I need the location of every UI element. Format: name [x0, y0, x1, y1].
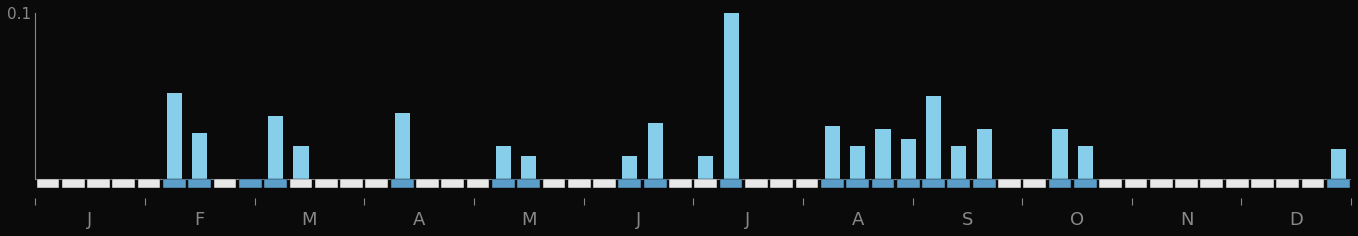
Text: J: J	[636, 211, 641, 229]
Bar	[289, 179, 312, 188]
Bar	[850, 146, 865, 179]
Bar	[1124, 179, 1148, 188]
Text: N: N	[1180, 211, 1194, 229]
Bar	[395, 113, 410, 179]
Bar	[824, 126, 839, 179]
Bar	[720, 179, 743, 188]
Bar	[1175, 179, 1198, 188]
Bar	[191, 133, 208, 179]
Bar	[846, 179, 869, 188]
Bar	[113, 179, 136, 188]
Bar	[268, 116, 284, 179]
Text: M: M	[521, 211, 536, 229]
Bar	[213, 179, 236, 188]
Bar	[622, 156, 637, 179]
Bar	[770, 179, 793, 188]
Bar	[1331, 149, 1346, 179]
Bar	[37, 179, 60, 188]
Bar	[365, 179, 388, 188]
Bar	[669, 179, 691, 188]
Bar	[746, 179, 767, 188]
Bar	[1277, 179, 1300, 188]
Text: J: J	[87, 211, 92, 229]
Bar	[568, 179, 591, 188]
Text: M: M	[301, 211, 318, 229]
Bar	[62, 179, 84, 188]
Bar	[618, 179, 641, 188]
Bar	[876, 129, 891, 179]
Text: A: A	[851, 211, 864, 229]
Bar	[1226, 179, 1248, 188]
Text: O: O	[1070, 211, 1084, 229]
Bar	[391, 179, 414, 188]
Bar	[922, 179, 945, 188]
Bar	[293, 146, 308, 179]
Bar	[1150, 179, 1173, 188]
Bar	[926, 96, 941, 179]
Text: A: A	[413, 211, 425, 229]
Bar	[521, 156, 536, 179]
Bar	[698, 156, 713, 179]
Bar	[1024, 179, 1046, 188]
Bar	[1327, 179, 1350, 188]
Bar	[976, 129, 991, 179]
Bar	[694, 179, 717, 188]
Bar	[644, 179, 667, 188]
Bar	[593, 179, 617, 188]
Bar	[543, 179, 565, 188]
Bar	[1099, 179, 1122, 188]
Bar	[167, 93, 182, 179]
Text: J: J	[746, 211, 751, 229]
Bar	[972, 179, 995, 188]
Bar	[416, 179, 439, 188]
Bar	[265, 179, 287, 188]
Bar	[648, 123, 663, 179]
Bar	[340, 179, 363, 188]
Bar	[724, 13, 739, 179]
Bar	[163, 179, 186, 188]
Bar	[496, 146, 511, 179]
Bar	[467, 179, 489, 188]
Bar	[1078, 146, 1093, 179]
Bar	[1251, 179, 1274, 188]
Bar	[1052, 129, 1067, 179]
Bar	[872, 179, 895, 188]
Bar	[900, 139, 915, 179]
Bar	[492, 179, 515, 188]
Bar	[1302, 179, 1324, 188]
Text: S: S	[961, 211, 972, 229]
Bar	[948, 179, 970, 188]
Bar	[87, 179, 110, 188]
Bar	[822, 179, 843, 188]
Bar	[1048, 179, 1071, 188]
Bar	[998, 179, 1021, 188]
Bar	[239, 179, 262, 188]
Text: F: F	[194, 211, 205, 229]
Bar	[1200, 179, 1224, 188]
Bar	[796, 179, 819, 188]
Bar	[441, 179, 464, 188]
Bar	[189, 179, 210, 188]
Bar	[517, 179, 540, 188]
Bar	[951, 146, 967, 179]
Bar	[137, 179, 160, 188]
Bar	[1074, 179, 1097, 188]
Bar	[896, 179, 919, 188]
Text: D: D	[1289, 211, 1304, 229]
Bar	[315, 179, 338, 188]
